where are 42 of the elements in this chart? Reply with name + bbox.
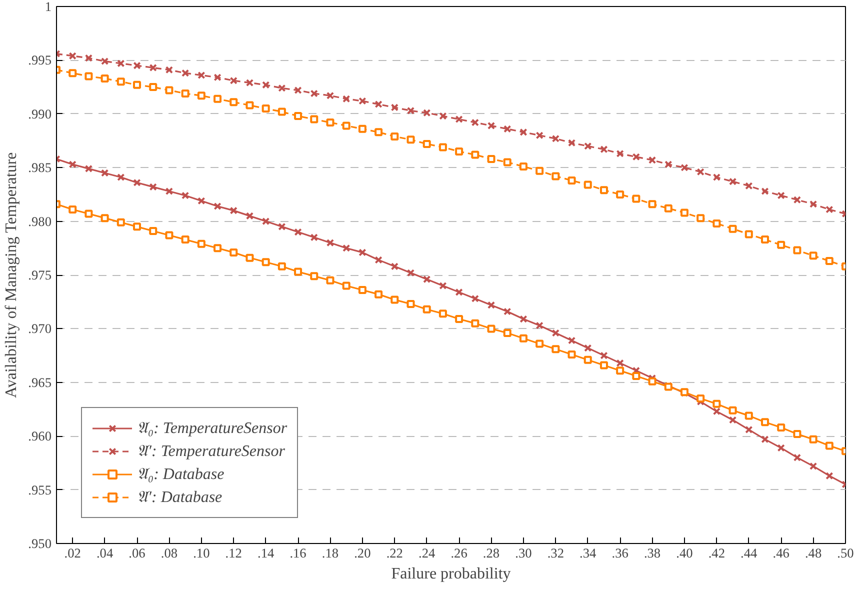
x-tick-label: .46 xyxy=(772,546,790,560)
legend-label: 𝔄₀: Database xyxy=(137,464,224,484)
x-tick-label: .10 xyxy=(193,546,210,560)
y-tick-label: .985 xyxy=(28,160,52,176)
y-tick-label: 1 xyxy=(44,0,52,14)
x-tick-label: .34 xyxy=(580,546,597,560)
x-tick-label: .32 xyxy=(547,546,564,560)
y-tick-label: .965 xyxy=(28,374,52,390)
y-axis-title: Availability of Managing Temperature xyxy=(3,152,20,398)
x-tick-label: .38 xyxy=(644,546,661,560)
x-tick-label: .12 xyxy=(225,546,242,560)
x-tick-label: .22 xyxy=(386,546,403,560)
x-tick-label: .26 xyxy=(450,546,468,560)
x-tick-label: .30 xyxy=(515,546,532,560)
y-tick-label: .995 xyxy=(28,52,52,68)
x-tick-label: .18 xyxy=(322,546,339,560)
x-tick-label: .50 xyxy=(837,546,854,560)
legend-label: 𝔄₀: TemperatureSensor xyxy=(137,418,288,438)
x-tick-label: .20 xyxy=(354,546,372,560)
x-tick-label: .28 xyxy=(482,546,500,560)
y-tick-label: .970 xyxy=(28,321,52,336)
legend-label: 𝔄′: Database xyxy=(137,488,222,506)
x-tick-label: .14 xyxy=(257,546,274,560)
x-tick-label: .04 xyxy=(96,546,114,560)
y-tick-label: .990 xyxy=(28,106,52,122)
x-tick-label: .16 xyxy=(290,546,307,560)
x-tick-label: .02 xyxy=(64,546,81,560)
y-tick-label: .950 xyxy=(28,536,52,551)
y-tick-label: .980 xyxy=(28,214,52,229)
x-tick-label: .42 xyxy=(708,546,726,560)
x-tick-label: .44 xyxy=(740,546,758,560)
x-tick-label: .36 xyxy=(612,546,629,560)
x-axis-title: Failure probability xyxy=(391,566,511,582)
y-tick-label: .960 xyxy=(28,428,52,444)
x-tick-label: .06 xyxy=(128,546,146,560)
legend-label: 𝔄′: TemperatureSensor xyxy=(137,442,285,460)
x-tick-label: .08 xyxy=(160,546,178,560)
x-tick-label: .24 xyxy=(418,546,436,560)
y-tick-label: .955 xyxy=(28,482,52,498)
x-tick-label: .48 xyxy=(804,546,822,560)
x-tick-label: .40 xyxy=(676,546,694,560)
y-tick-label: .975 xyxy=(28,268,52,282)
